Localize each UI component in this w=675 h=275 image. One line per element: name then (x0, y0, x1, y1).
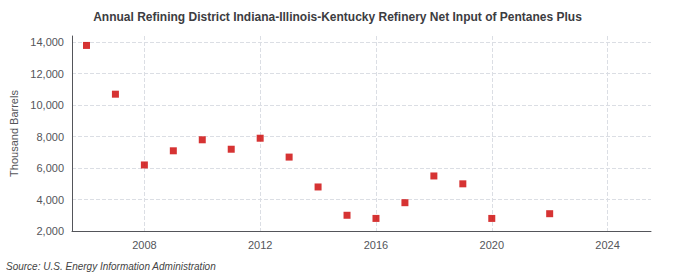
svg-text:Annual Refining District India: Annual Refining District Indiana-Illinoi… (93, 10, 582, 24)
svg-text:12,000: 12,000 (30, 68, 64, 80)
svg-text:8,000: 8,000 (36, 131, 64, 143)
svg-text:Source: U.S. Energy Informatio: Source: U.S. Energy Information Administ… (6, 261, 216, 272)
svg-text:4,000: 4,000 (36, 194, 64, 206)
svg-text:2,000: 2,000 (36, 225, 64, 237)
svg-text:Thousand Barrels: Thousand Barrels (8, 90, 20, 177)
svg-text:2008: 2008 (132, 239, 156, 251)
svg-text:2020: 2020 (480, 239, 504, 251)
svg-text:2012: 2012 (248, 239, 272, 251)
svg-text:2024: 2024 (595, 239, 619, 251)
svg-text:10,000: 10,000 (30, 99, 64, 111)
svg-text:2016: 2016 (364, 239, 388, 251)
svg-text:14,000: 14,000 (30, 36, 64, 48)
svg-text:6,000: 6,000 (36, 162, 64, 174)
